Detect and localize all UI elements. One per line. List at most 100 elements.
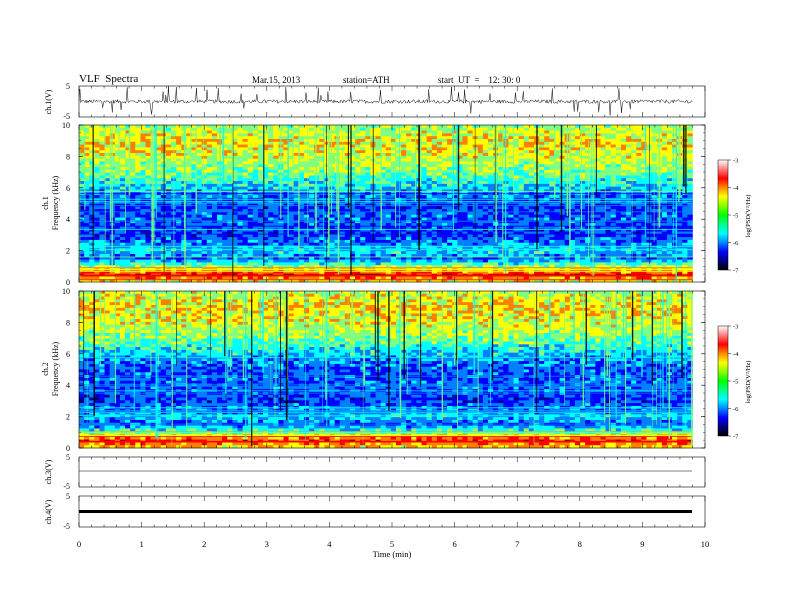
spectrogram-cell [441, 231, 448, 235]
spectrogram-cell [482, 223, 489, 227]
spectrogram-cell [349, 133, 356, 137]
spectrogram-cell [191, 206, 197, 210]
spectrogram-cell [283, 153, 289, 157]
spectrogram-cell [288, 181, 295, 185]
spectrogram-cell [309, 133, 315, 137]
spectrogram-cell [631, 161, 637, 165]
spectrogram-cell [401, 158, 407, 162]
spectrogram-cell [615, 195, 622, 199]
spectrogram-cell [160, 200, 167, 204]
spectrogram-cell [431, 183, 438, 187]
spectrogram-cell [288, 150, 295, 154]
spectrogram-cell [431, 225, 438, 230]
spectrogram-cell [186, 127, 192, 131]
spectrogram-cell [160, 228, 167, 232]
spectrogram-cell [375, 183, 381, 187]
spectrogram-cell [390, 133, 397, 137]
spectrogram-cell [242, 169, 248, 173]
spectrogram-cell [89, 181, 95, 185]
spectrogram-cell [314, 203, 320, 207]
spectrogram-cell [569, 183, 576, 187]
spectrogram-cell [508, 158, 514, 162]
spectrogram-cell [508, 125, 514, 129]
spectrogram-cell [314, 186, 320, 190]
spectrogram-cell [661, 172, 668, 176]
spectrogram-cell [273, 186, 279, 190]
spectrogram-cell [349, 237, 356, 241]
spectrogram-cell [672, 211, 678, 216]
spectrogram-cell [334, 237, 341, 241]
spectrogram-cell [191, 125, 197, 129]
spectrogram-cell [191, 175, 197, 179]
spectrogram-cell [232, 228, 238, 232]
spectrogram-cell [324, 239, 330, 244]
spectrogram-cell [580, 136, 586, 140]
spectrogram-cell [620, 172, 627, 176]
spectrogram-cell [176, 161, 182, 165]
spectrogram-cell [661, 195, 668, 199]
spectrogram-cell [247, 136, 254, 140]
spectrogram-cell [165, 209, 172, 213]
spectrogram-cell [125, 234, 131, 238]
spectrogram-cell [626, 127, 632, 131]
spectrogram-cell [661, 175, 668, 179]
spectrogram-cell [661, 186, 668, 190]
spectrogram-cell [615, 164, 622, 168]
spectrogram-cell [406, 178, 412, 182]
spectrogram-cell [539, 217, 545, 221]
spectrogram-cell [436, 158, 443, 162]
spectrogram-cell [176, 141, 182, 145]
spectrogram-cell [615, 175, 622, 179]
spectrogram-cell [288, 225, 295, 230]
spectrogram-cell [135, 206, 141, 210]
spectrogram-cell [411, 169, 417, 173]
spectrogram-cell [574, 158, 581, 162]
spectrogram-cell [636, 231, 642, 235]
spectrogram-cell [441, 181, 448, 185]
spectrogram-cell [672, 169, 678, 173]
spectrogram-cell [447, 209, 453, 213]
spectrogram-cell [595, 164, 601, 168]
spectrogram-cell [130, 178, 136, 182]
spectrogram-cell [636, 181, 642, 185]
spectrogram-cell [462, 181, 468, 185]
spectrogram-cell [135, 181, 141, 185]
spectrogram-cell [268, 164, 274, 168]
spectrogram-cell [247, 147, 254, 151]
spectrogram-cell [160, 225, 167, 230]
spectrogram-cell [528, 203, 535, 207]
spectrogram-cell [554, 164, 560, 168]
spectrogram-cell [257, 133, 264, 137]
spectrogram-cell [268, 153, 274, 157]
spectrogram-cell [610, 155, 617, 159]
spectrogram-cell [268, 206, 274, 210]
spectrogram-cell [94, 167, 100, 171]
spectrogram-cell [263, 178, 269, 182]
spectrogram-cell [89, 130, 95, 134]
spectrogram-cell [176, 136, 182, 140]
spectrogram-cell [666, 141, 673, 145]
spectrogram-cell [263, 136, 269, 140]
spectrogram-cell [569, 214, 576, 218]
spectrogram-cell [365, 223, 371, 227]
spectrogram-cell [94, 225, 100, 230]
spectrogram-cell [574, 228, 581, 232]
spectrogram-cell [595, 167, 601, 171]
spectrogram-cell [641, 181, 647, 185]
spectrogram-cell [344, 217, 351, 221]
spectrogram-cell [247, 155, 254, 159]
spectrogram-cell [385, 136, 392, 140]
spectrogram-cell [554, 237, 560, 241]
spectrogram-cell [257, 231, 264, 235]
spectrogram-cell [554, 220, 560, 224]
spectrogram-cell [441, 228, 448, 232]
spectrogram-cell [130, 125, 136, 129]
spectrogram-cell [585, 183, 591, 187]
spectrogram-cell [595, 125, 601, 129]
spectrogram-cell [544, 136, 550, 140]
spectrogram-cell [176, 139, 182, 143]
spectrogram-cell [498, 209, 504, 213]
spectrogram-cell [406, 150, 412, 154]
spectrogram-cell [600, 186, 606, 190]
spectrogram-cell [211, 164, 218, 168]
